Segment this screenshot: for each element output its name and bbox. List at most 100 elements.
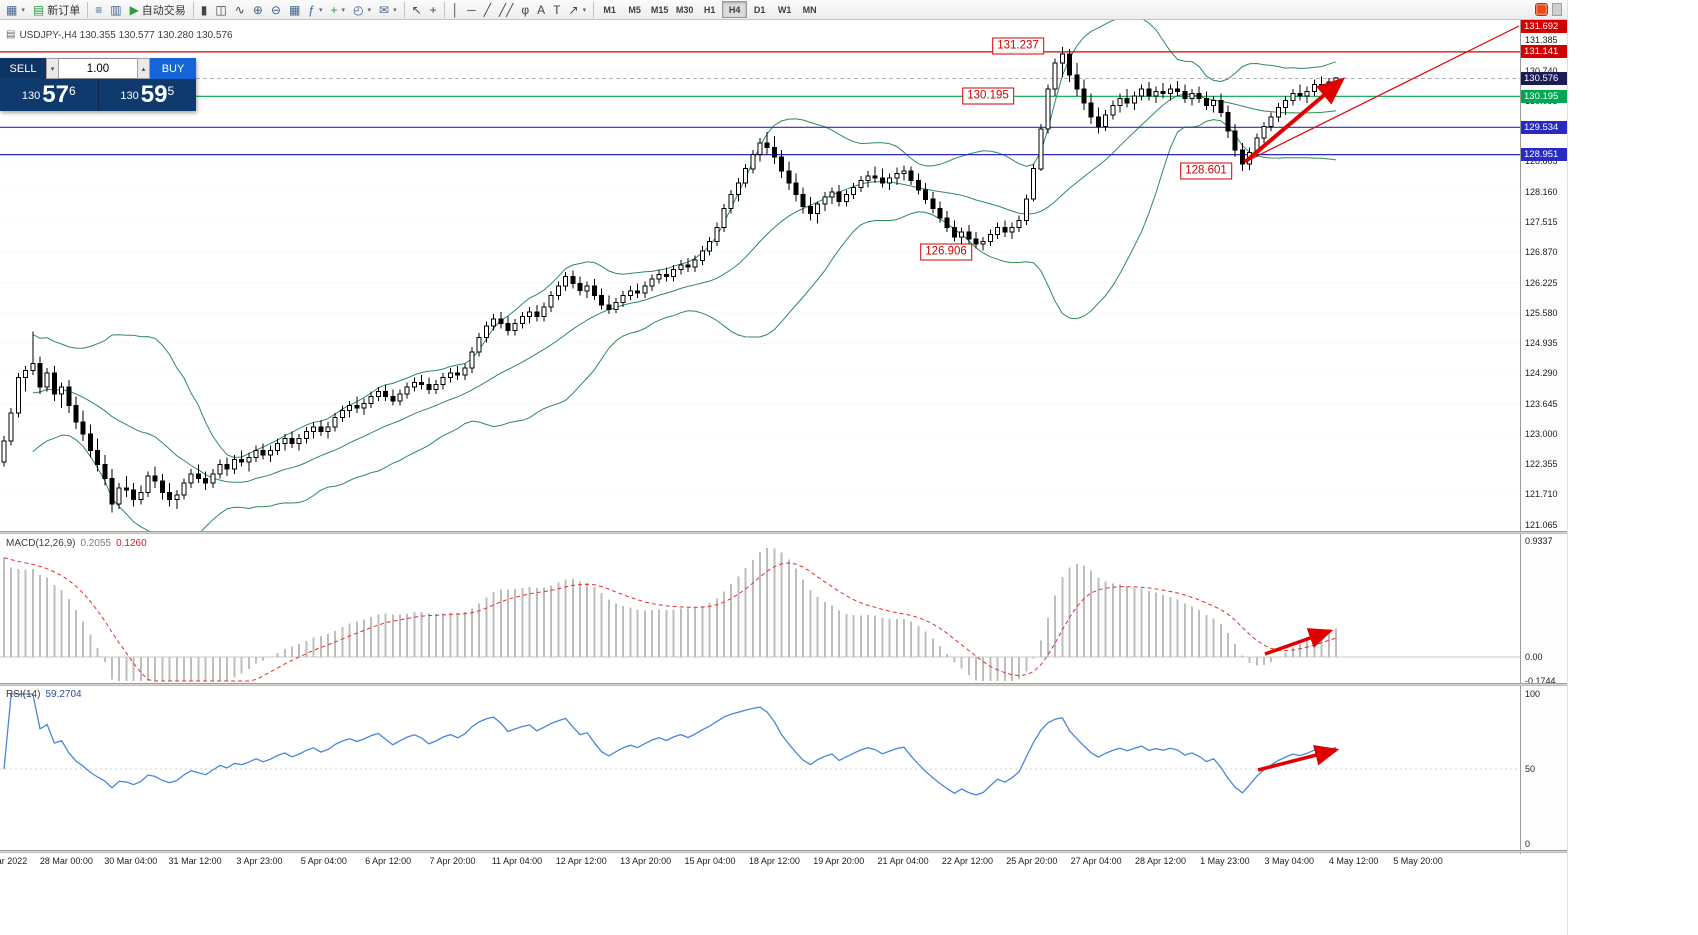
panel-resize-separator[interactable] [0,531,1567,534]
timeframe-d1-button[interactable]: D1 [753,4,766,15]
text-tool-button[interactable]: A [533,1,549,19]
bar-chart-icon: ▮ [200,2,208,17]
new-order-button[interactable]: ▤ 新订单 [29,1,84,19]
price-line-tag: 131.141 [1521,45,1567,59]
buy-price-display[interactable]: 130 59 5 [99,79,197,111]
crosshair-button[interactable]: + [426,1,441,19]
sell-price-display[interactable]: 130 57 6 [0,79,98,111]
timeframe-h1-button[interactable]: H1 [703,4,716,15]
macd-scale-label: -0.1744 [1525,676,1556,686]
price-scale-label: 125.580 [1525,307,1558,318]
panel-resize-separator[interactable] [0,683,1567,686]
macd-main-value: 0.2055 [80,538,112,549]
new-chart-icon: ▦ [6,2,18,17]
autotrade-button[interactable]: ▶ 自动交易 [126,1,190,19]
mt4-window: ▦ ▾ ▤ 新订单 ≡ ▥ ▶ 自动交易 ▮ ◫ ∿ ⊕ ⊖ ▦ ƒ ▾ + ▾ ◴ ▾ ✉… [0,0,1568,935]
price-divider [97,79,99,111]
price-chart-canvas[interactable] [0,20,1520,531]
notifications-icon[interactable] [1535,3,1548,16]
time-axis-label: 18 Apr 12:00 [748,856,800,866]
fibonacci-icon: φ [521,2,530,17]
sell-price-main: 57 [42,81,69,108]
period-clock-icon: ◴ [353,2,364,17]
price-annotation[interactable]: 131.237 [992,37,1044,55]
buy-button[interactable]: BUY [150,58,196,79]
macd-scale-label: 0.00 [1525,652,1543,662]
time-axis-label: 22 Apr 12:00 [941,856,993,866]
toolbar-separator [192,1,194,18]
volume-increase-button[interactable]: ▴ [137,58,150,79]
price-annotation[interactable]: 126.906 [920,243,972,261]
time-axis-label: 1 May 23:00 [1200,856,1250,866]
time-axis[interactable]: 25 Mar 2022 28 Mar 00:00 30 Mar 04:00 31 Ma… [0,854,1520,868]
price-line-tag: 130.195 [1521,89,1567,103]
price-scale-label: 123.000 [1525,428,1558,439]
candle-chart-button[interactable]: ◫ [211,1,230,19]
profiles-icon: ▥ [110,2,122,17]
toolbar-overflow-icon[interactable] [1552,3,1562,16]
horizontal-line-button[interactable]: ─ [463,1,480,19]
timeframe-w1-button[interactable]: W1 [777,4,792,15]
autotrade-label: 自动交易 [141,4,186,17]
cursor-button[interactable]: ↖ [408,1,426,19]
price-annotation[interactable]: 130.195 [962,87,1014,105]
macd-panel-canvas[interactable] [0,535,1520,683]
time-axis-label: 5 Apr 04:00 [300,856,347,866]
label-tool-button[interactable]: T [549,1,564,19]
profiles-button[interactable]: ▥ [106,1,125,19]
time-axis-label: 25 Mar 2022 [0,856,28,866]
zoom-in-icon: ⊕ [252,2,263,17]
new-chart-dropdown-icon: ▾ [21,6,25,14]
market-watch-icon: ≡ [95,2,103,17]
fibonacci-button[interactable]: φ [517,1,533,19]
new-chart-button[interactable]: ▦ ▾ [2,1,29,19]
price-scale-label: 121.065 [1525,519,1558,530]
sell-price-sup: 6 [68,84,76,98]
price-scale-label: 126.870 [1525,247,1558,258]
panel-resize-separator[interactable] [0,850,1567,853]
toolbar-separator [403,1,405,18]
price-annotation[interactable]: 128.601 [1180,162,1232,180]
channel-button[interactable]: ╱╱ [495,1,517,19]
line-chart-button[interactable]: ∿ [231,1,249,19]
indicators-button[interactable]: ƒ ▾ [304,1,326,19]
market-watch-button[interactable]: ≡ [91,1,106,19]
trendline-icon: ╱ [483,2,491,17]
indicators-icon: ƒ [308,2,315,17]
add-indicator-button[interactable]: + ▾ [326,1,349,19]
price-scale-label: 131.385 [1525,35,1558,46]
timeframe-m1-button[interactable]: M1 [603,4,616,15]
zoom-out-button[interactable]: ⊖ [267,1,285,19]
sell-button[interactable]: SELL [0,58,46,79]
sell-price-prefix: 130 [21,90,41,102]
timeframe-m30-button[interactable]: M30 [675,4,694,15]
timeframe-mn-button[interactable]: MN [802,4,817,15]
templates-icon: ✉ [379,2,390,17]
vertical-line-button[interactable]: │ [448,1,464,19]
annotation-layer: 131.237 130.195 128.601 126.906 [0,20,1520,531]
volume-decrease-button[interactable]: ▾ [46,58,59,79]
zoom-in-button[interactable]: ⊕ [249,1,267,19]
timeframe-m15-button[interactable]: M15 [650,4,669,15]
volume-input[interactable]: 1.00 [59,58,137,79]
channel-icon: ╱╱ [498,2,514,17]
time-axis-label: 15 Apr 04:00 [684,856,736,866]
rsi-panel-canvas[interactable] [0,686,1520,850]
price-line-tag: 131.692 [1521,19,1567,33]
tile-windows-button[interactable]: ▦ [285,1,304,19]
period-button[interactable]: ◴ ▾ [349,1,375,19]
autotrade-icon: ▶ [129,2,139,17]
time-axis-label: 11 Apr 04:00 [491,856,543,866]
price-scale-label: 126.225 [1525,277,1558,288]
arrows-tool-button[interactable]: ↗ ▾ [565,1,591,19]
templates-button[interactable]: ✉ ▾ [375,1,401,19]
timeframe-m5-button[interactable]: M5 [628,4,641,15]
price-scale[interactable]: 131.385130.740130.095129.450128.805128.1… [1520,19,1567,854]
time-axis-label: 4 May 12:00 [1328,856,1379,866]
bar-chart-button[interactable]: ▮ [197,1,212,19]
trendline-button[interactable]: ╱ [480,1,495,19]
timeframe-h4-button[interactable]: H4 [722,1,748,18]
time-axis-label: 3 May 04:00 [1264,856,1315,866]
time-axis-label: 7 Apr 20:00 [429,856,476,866]
time-axis-label: 12 Apr 12:00 [555,856,607,866]
